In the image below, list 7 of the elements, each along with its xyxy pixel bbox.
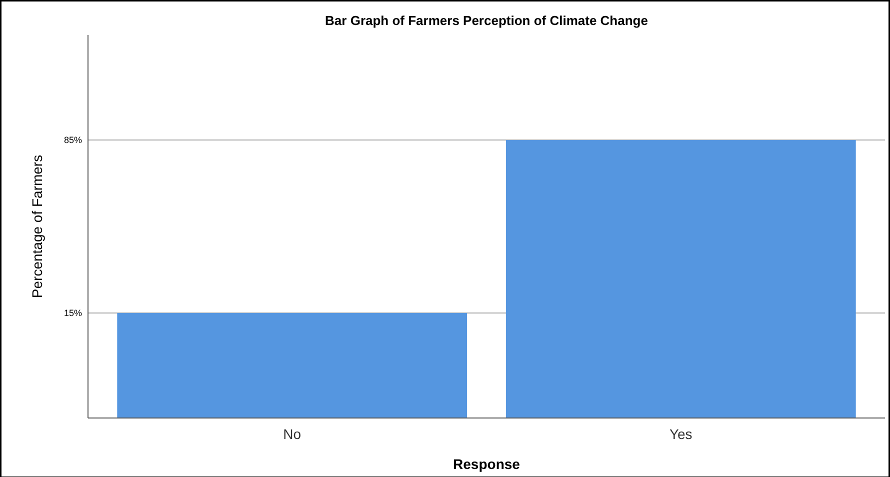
y-tick-label: 15% xyxy=(64,308,82,318)
x-axis-title: Response xyxy=(453,456,520,472)
x-tick-label: No xyxy=(283,426,302,442)
y-tick-label: 85% xyxy=(64,135,82,146)
chart-title: Bar Graph of Farmers Perception of Climate Change xyxy=(325,13,648,28)
y-axis-title: Percentage of Farmers xyxy=(29,154,45,298)
x-tick-label: Yes xyxy=(669,426,692,442)
